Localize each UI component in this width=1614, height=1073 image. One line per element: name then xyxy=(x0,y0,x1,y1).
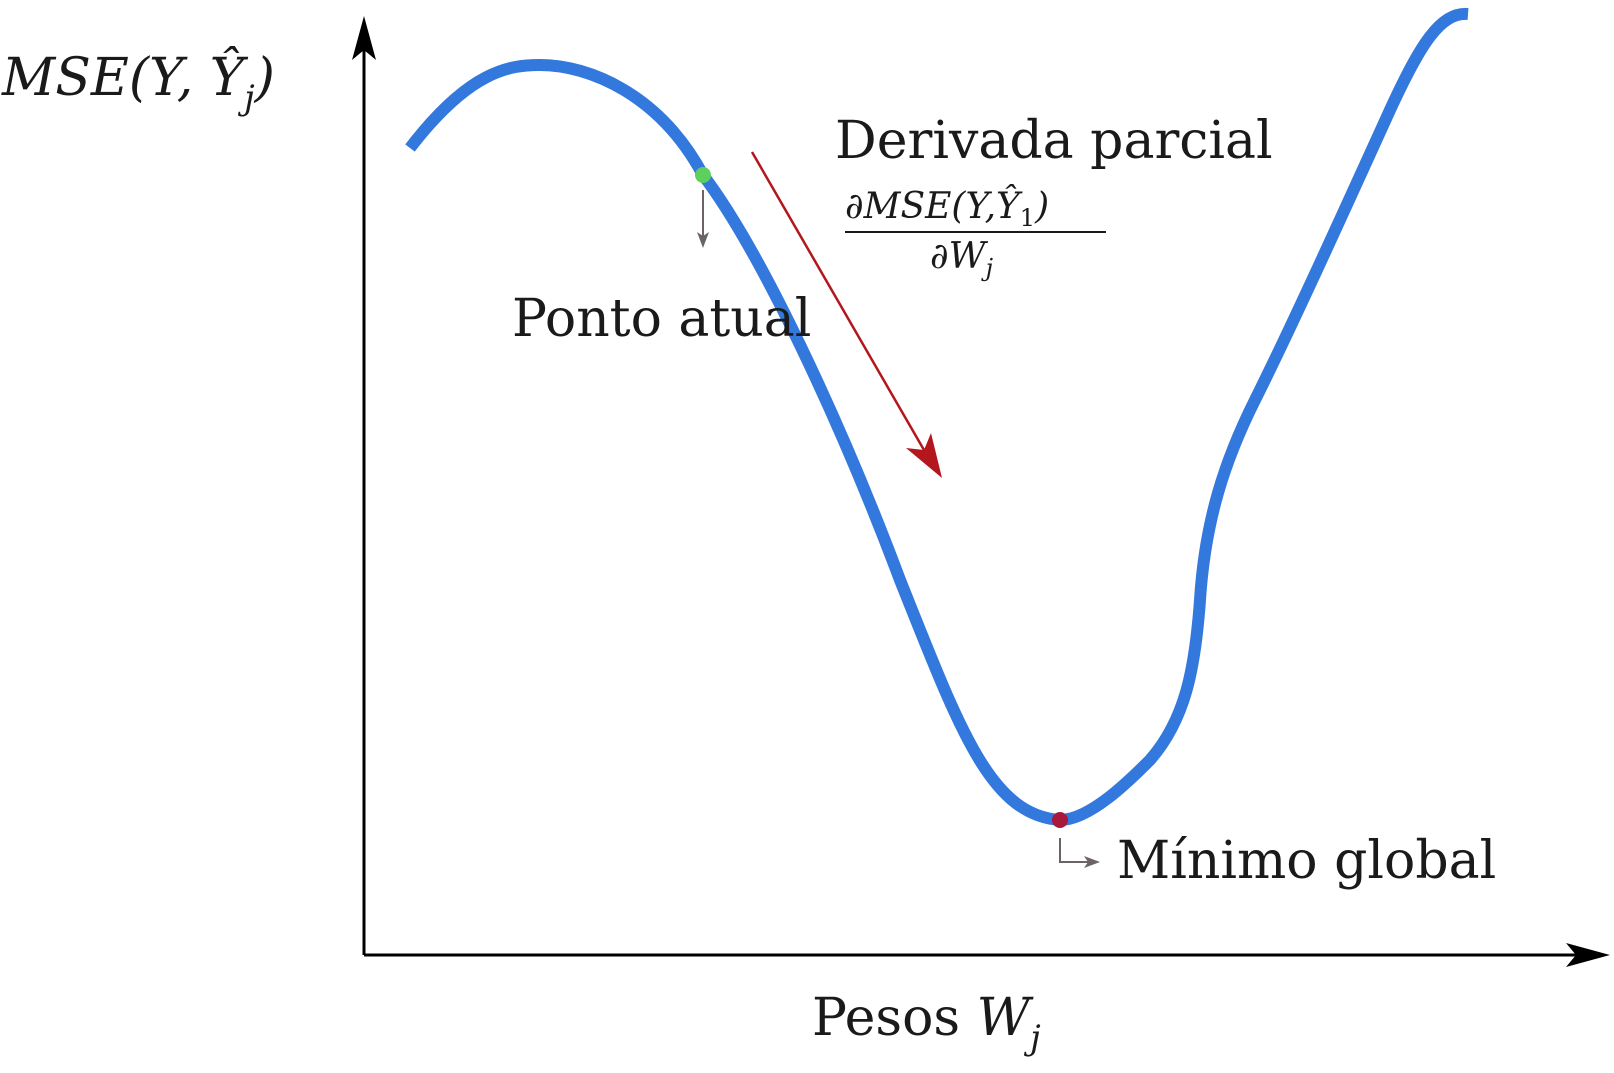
derivative-denominator: ∂Wj xyxy=(930,236,994,282)
derivative-fraction: ∂MSE(Y,Ŷ1) ∂Wj xyxy=(845,185,1106,282)
derivative-arrow xyxy=(750,151,926,451)
y-axis-arrowhead xyxy=(352,16,376,60)
derivative-arrowhead xyxy=(906,433,942,478)
derivative-title: Derivada parcial xyxy=(835,111,1273,171)
x-axis-arrowhead xyxy=(1566,943,1610,967)
current-point-pointer-head xyxy=(697,232,709,248)
global-min-pointer xyxy=(1059,838,1090,863)
loss-curve xyxy=(405,7,1469,827)
global-min-marker xyxy=(1052,812,1068,828)
current-point-marker xyxy=(695,167,711,183)
current-point-label: Ponto atual xyxy=(512,289,811,349)
y-axis-label: MSE(Y, Ŷj) xyxy=(1,46,275,118)
global-min-label: Mínimo global xyxy=(1117,831,1496,891)
global-min-pointer-head xyxy=(1084,856,1100,868)
x-axis-label: Pesos Wj xyxy=(812,988,1041,1058)
derivative-numerator: ∂MSE(Y,Ŷ1) xyxy=(845,185,1049,232)
